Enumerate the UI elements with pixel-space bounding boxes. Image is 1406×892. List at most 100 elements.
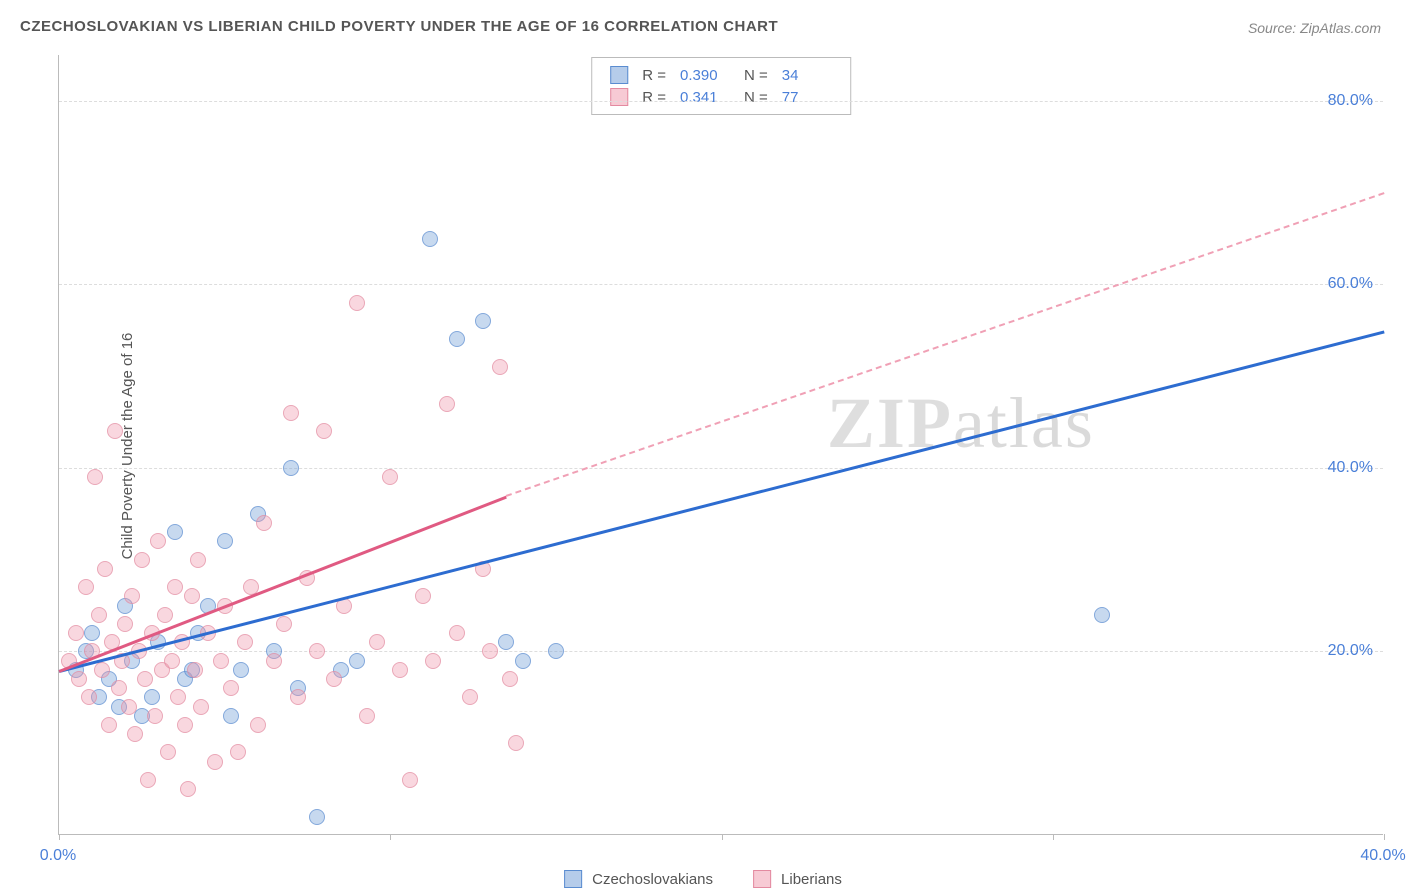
data-point	[392, 662, 408, 678]
x-tick-label: 0.0%	[40, 847, 76, 865]
y-tick-label: 20.0%	[1328, 642, 1373, 660]
n-label: N =	[744, 89, 768, 106]
data-point	[157, 607, 173, 623]
data-point	[187, 662, 203, 678]
data-point	[223, 680, 239, 696]
data-point	[449, 331, 465, 347]
n-label: N =	[744, 67, 768, 84]
data-point	[402, 772, 418, 788]
data-point	[237, 634, 253, 650]
data-point	[164, 653, 180, 669]
scatter-plot-area: R =0.390N =34R =0.341N =77 ZIPatlas 20.0…	[58, 55, 1383, 835]
data-point	[290, 689, 306, 705]
data-point	[223, 708, 239, 724]
data-point	[147, 708, 163, 724]
data-point	[150, 533, 166, 549]
data-point	[91, 607, 107, 623]
gridline-h	[59, 651, 1383, 652]
data-point	[177, 717, 193, 733]
chart-title: CZECHOSLOVAKIAN VS LIBERIAN CHILD POVERT…	[20, 18, 778, 35]
data-point	[515, 653, 531, 669]
legend-swatch	[564, 870, 582, 888]
x-tick	[390, 834, 391, 840]
data-point	[160, 744, 176, 760]
data-point	[369, 634, 385, 650]
x-tick-label: 40.0%	[1360, 847, 1405, 865]
data-point	[134, 552, 150, 568]
legend-swatch	[610, 88, 628, 106]
correlation-legend-row: R =0.341N =77	[610, 86, 832, 108]
data-point	[283, 405, 299, 421]
r-label: R =	[642, 67, 666, 84]
r-value: 0.341	[680, 89, 730, 106]
data-point	[462, 689, 478, 705]
data-point	[502, 671, 518, 687]
data-point	[230, 744, 246, 760]
data-point	[449, 625, 465, 641]
data-point	[439, 396, 455, 412]
data-point	[382, 469, 398, 485]
data-point	[266, 653, 282, 669]
data-point	[190, 552, 206, 568]
data-point	[250, 717, 266, 733]
r-value: 0.390	[680, 67, 730, 84]
gridline-h	[59, 468, 1383, 469]
r-label: R =	[642, 89, 666, 106]
data-point	[256, 515, 272, 531]
legend-label: Liberians	[781, 871, 842, 888]
data-point	[111, 680, 127, 696]
x-tick	[1053, 834, 1054, 840]
watermark-zip: ZIP	[827, 383, 953, 463]
data-point	[349, 653, 365, 669]
data-point	[170, 689, 186, 705]
data-point	[117, 616, 133, 632]
data-point	[359, 708, 375, 724]
data-point	[140, 772, 156, 788]
data-point	[309, 643, 325, 659]
data-point	[71, 671, 87, 687]
n-value: 34	[782, 67, 832, 84]
correlation-legend-box: R =0.390N =34R =0.341N =77	[591, 57, 851, 115]
gridline-h	[59, 101, 1383, 102]
data-point	[425, 653, 441, 669]
y-tick-label: 80.0%	[1328, 92, 1373, 110]
data-point	[97, 561, 113, 577]
gridline-h	[59, 284, 1383, 285]
data-point	[144, 689, 160, 705]
data-point	[475, 313, 491, 329]
data-point	[492, 359, 508, 375]
trend-line	[59, 496, 507, 673]
data-point	[68, 625, 84, 641]
y-tick-label: 40.0%	[1328, 459, 1373, 477]
data-point	[482, 643, 498, 659]
watermark: ZIPatlas	[827, 382, 1095, 465]
legend-item: Liberians	[753, 870, 842, 888]
trend-line	[506, 193, 1384, 498]
legend-item: Czechoslovakians	[564, 870, 713, 888]
data-point	[137, 671, 153, 687]
data-point	[87, 469, 103, 485]
data-point	[422, 231, 438, 247]
source-attribution: Source: ZipAtlas.com	[1248, 20, 1381, 36]
legend-label: Czechoslovakians	[592, 871, 713, 888]
data-point	[184, 588, 200, 604]
data-point	[121, 699, 137, 715]
y-tick-label: 60.0%	[1328, 275, 1373, 293]
data-point	[309, 809, 325, 825]
data-point	[207, 754, 223, 770]
x-tick	[1384, 834, 1385, 840]
data-point	[180, 781, 196, 797]
data-point	[548, 643, 564, 659]
data-point	[498, 634, 514, 650]
data-point	[101, 717, 117, 733]
data-point	[167, 579, 183, 595]
correlation-legend-row: R = 0.390 N = 34	[610, 64, 832, 86]
data-point	[84, 625, 100, 641]
data-point	[167, 524, 183, 540]
data-point	[415, 588, 431, 604]
data-point	[193, 699, 209, 715]
data-point	[94, 662, 110, 678]
legend-swatch	[610, 66, 628, 84]
data-point	[283, 460, 299, 476]
x-tick	[722, 834, 723, 840]
